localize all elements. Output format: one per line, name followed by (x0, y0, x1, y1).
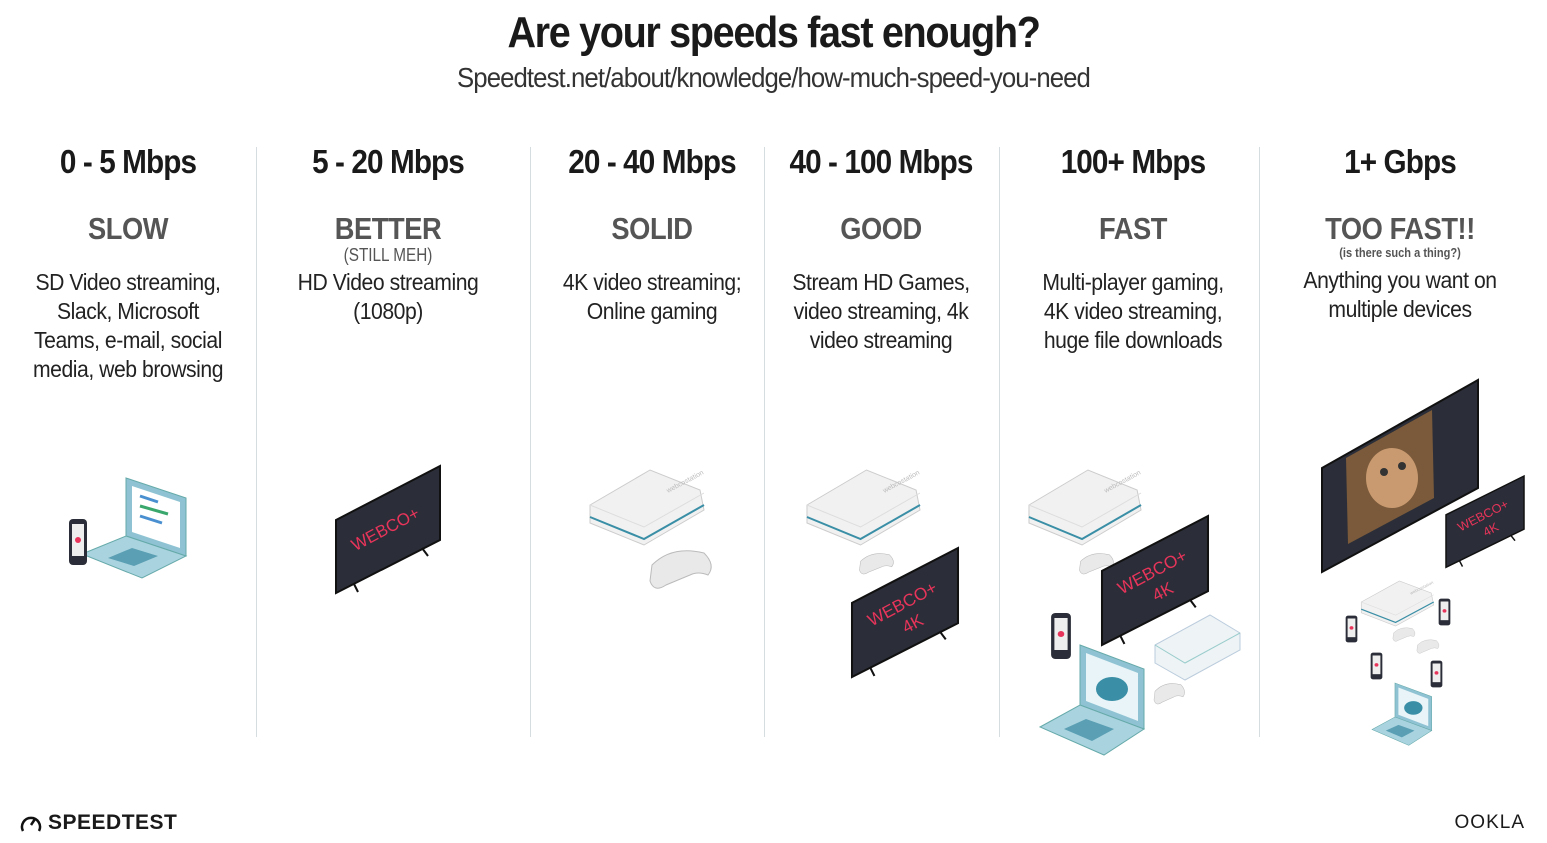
gamepad-icon (855, 545, 895, 575)
tier-sublabel: (is there such a thing?) (1339, 245, 1461, 260)
column-divider (1259, 147, 1260, 737)
column-divider (764, 147, 765, 737)
tv-icon: WEBCO+ 4K (1100, 514, 1210, 647)
laptop-icon (1038, 644, 1148, 765)
game-console-icon: webcostation (1360, 578, 1435, 627)
tier-slow: 0 - 5 Mbps SLOW SD Video streaming, Slac… (18, 140, 238, 384)
tier-label: GOOD (840, 211, 922, 246)
game-console-icon: webcostation (1027, 465, 1143, 546)
tier-label: SOLID (611, 211, 693, 246)
phone-icon (68, 518, 88, 566)
ookla-logo[interactable]: OOKLA (1454, 812, 1525, 833)
tv-icon: WEBCO+ (335, 464, 441, 595)
game-console-icon (1154, 605, 1241, 681)
laptop-icon (1371, 682, 1434, 751)
tier-good: 40 - 100 Mbps GOOD Stream HD Games, vide… (773, 140, 989, 355)
gamepad-icon (1414, 634, 1440, 654)
tier-sublabel: (STILL MEH) (343, 245, 433, 265)
tv-icon: WEBCO+ 4K (850, 546, 960, 679)
tier-label: TOO FAST!! (1325, 211, 1475, 246)
tier-range: 5 - 20 Mbps (312, 143, 465, 180)
tier-description: Multi-player gaming, 4K video streaming,… (1042, 269, 1224, 353)
tier-solid: 20 - 40 Mbps SOLID 4K video streaming; O… (547, 140, 757, 326)
phone-icon (1050, 612, 1072, 660)
speedtest-logo[interactable]: SPEEDTEST (20, 811, 177, 835)
phone-icon (1430, 660, 1443, 688)
speedometer-icon (20, 816, 42, 832)
laptop-icon (80, 466, 190, 584)
tier-sublabel (789, 246, 973, 268)
svg-text:4K: 4K (1481, 520, 1502, 539)
tier-better: 5 - 20 Mbps BETTER (STILL MEH) HD Video … (278, 140, 498, 326)
tier-range: 1+ Gbps (1344, 143, 1457, 180)
page-subtitle-url[interactable]: Speedtest.net/about/knowledge/how-much-s… (457, 62, 1091, 93)
tier-description: Stream HD Games, video streaming, 4k vid… (792, 269, 970, 353)
gamepad-icon (1150, 675, 1186, 705)
tier-too-fast: 1+ Gbps TOO FAST!! (is there such a thin… (1285, 140, 1515, 324)
tier-sublabel (563, 246, 742, 268)
phone-icon (1370, 652, 1383, 680)
speedtest-logo-text: SPEEDTEST (48, 811, 178, 834)
tier-range: 0 - 5 Mbps (59, 143, 197, 180)
tier-description: 4K video streaming; Online gaming (562, 269, 742, 324)
tier-label: BETTER (334, 211, 442, 246)
tier-description: SD Video streaming, Slack, Microsoft Tea… (32, 269, 224, 382)
tier-sublabel (35, 246, 222, 268)
game-console-icon: webcostation (805, 465, 922, 546)
tier-fast: 100+ Mbps FAST Multi-player gaming, 4K v… (1018, 140, 1248, 355)
tier-range: 20 - 40 Mbps (568, 143, 736, 180)
phone-icon (1345, 615, 1358, 643)
tier-sublabel (1035, 246, 1231, 268)
tier-label: SLOW (87, 211, 169, 246)
tv-icon (1321, 378, 1479, 574)
column-divider (256, 147, 257, 737)
tv-icon: WEBCO+ 4K (1445, 474, 1525, 569)
column-divider (999, 147, 1000, 737)
tier-label: FAST (1099, 211, 1167, 246)
tier-range: 40 - 100 Mbps (789, 143, 973, 180)
game-console-icon: webcostation (588, 465, 706, 546)
phone-icon (1438, 598, 1451, 626)
gamepad-icon (642, 535, 714, 590)
tier-description: Anything you want on multiple devices (1303, 267, 1497, 322)
tier-description: HD Video streaming (1080p) (297, 269, 479, 324)
page-title: Are your speeds fast enough? (507, 8, 1040, 57)
tier-range: 100+ Mbps (1060, 143, 1207, 180)
gamepad-icon (1390, 622, 1416, 642)
column-divider (530, 147, 531, 737)
